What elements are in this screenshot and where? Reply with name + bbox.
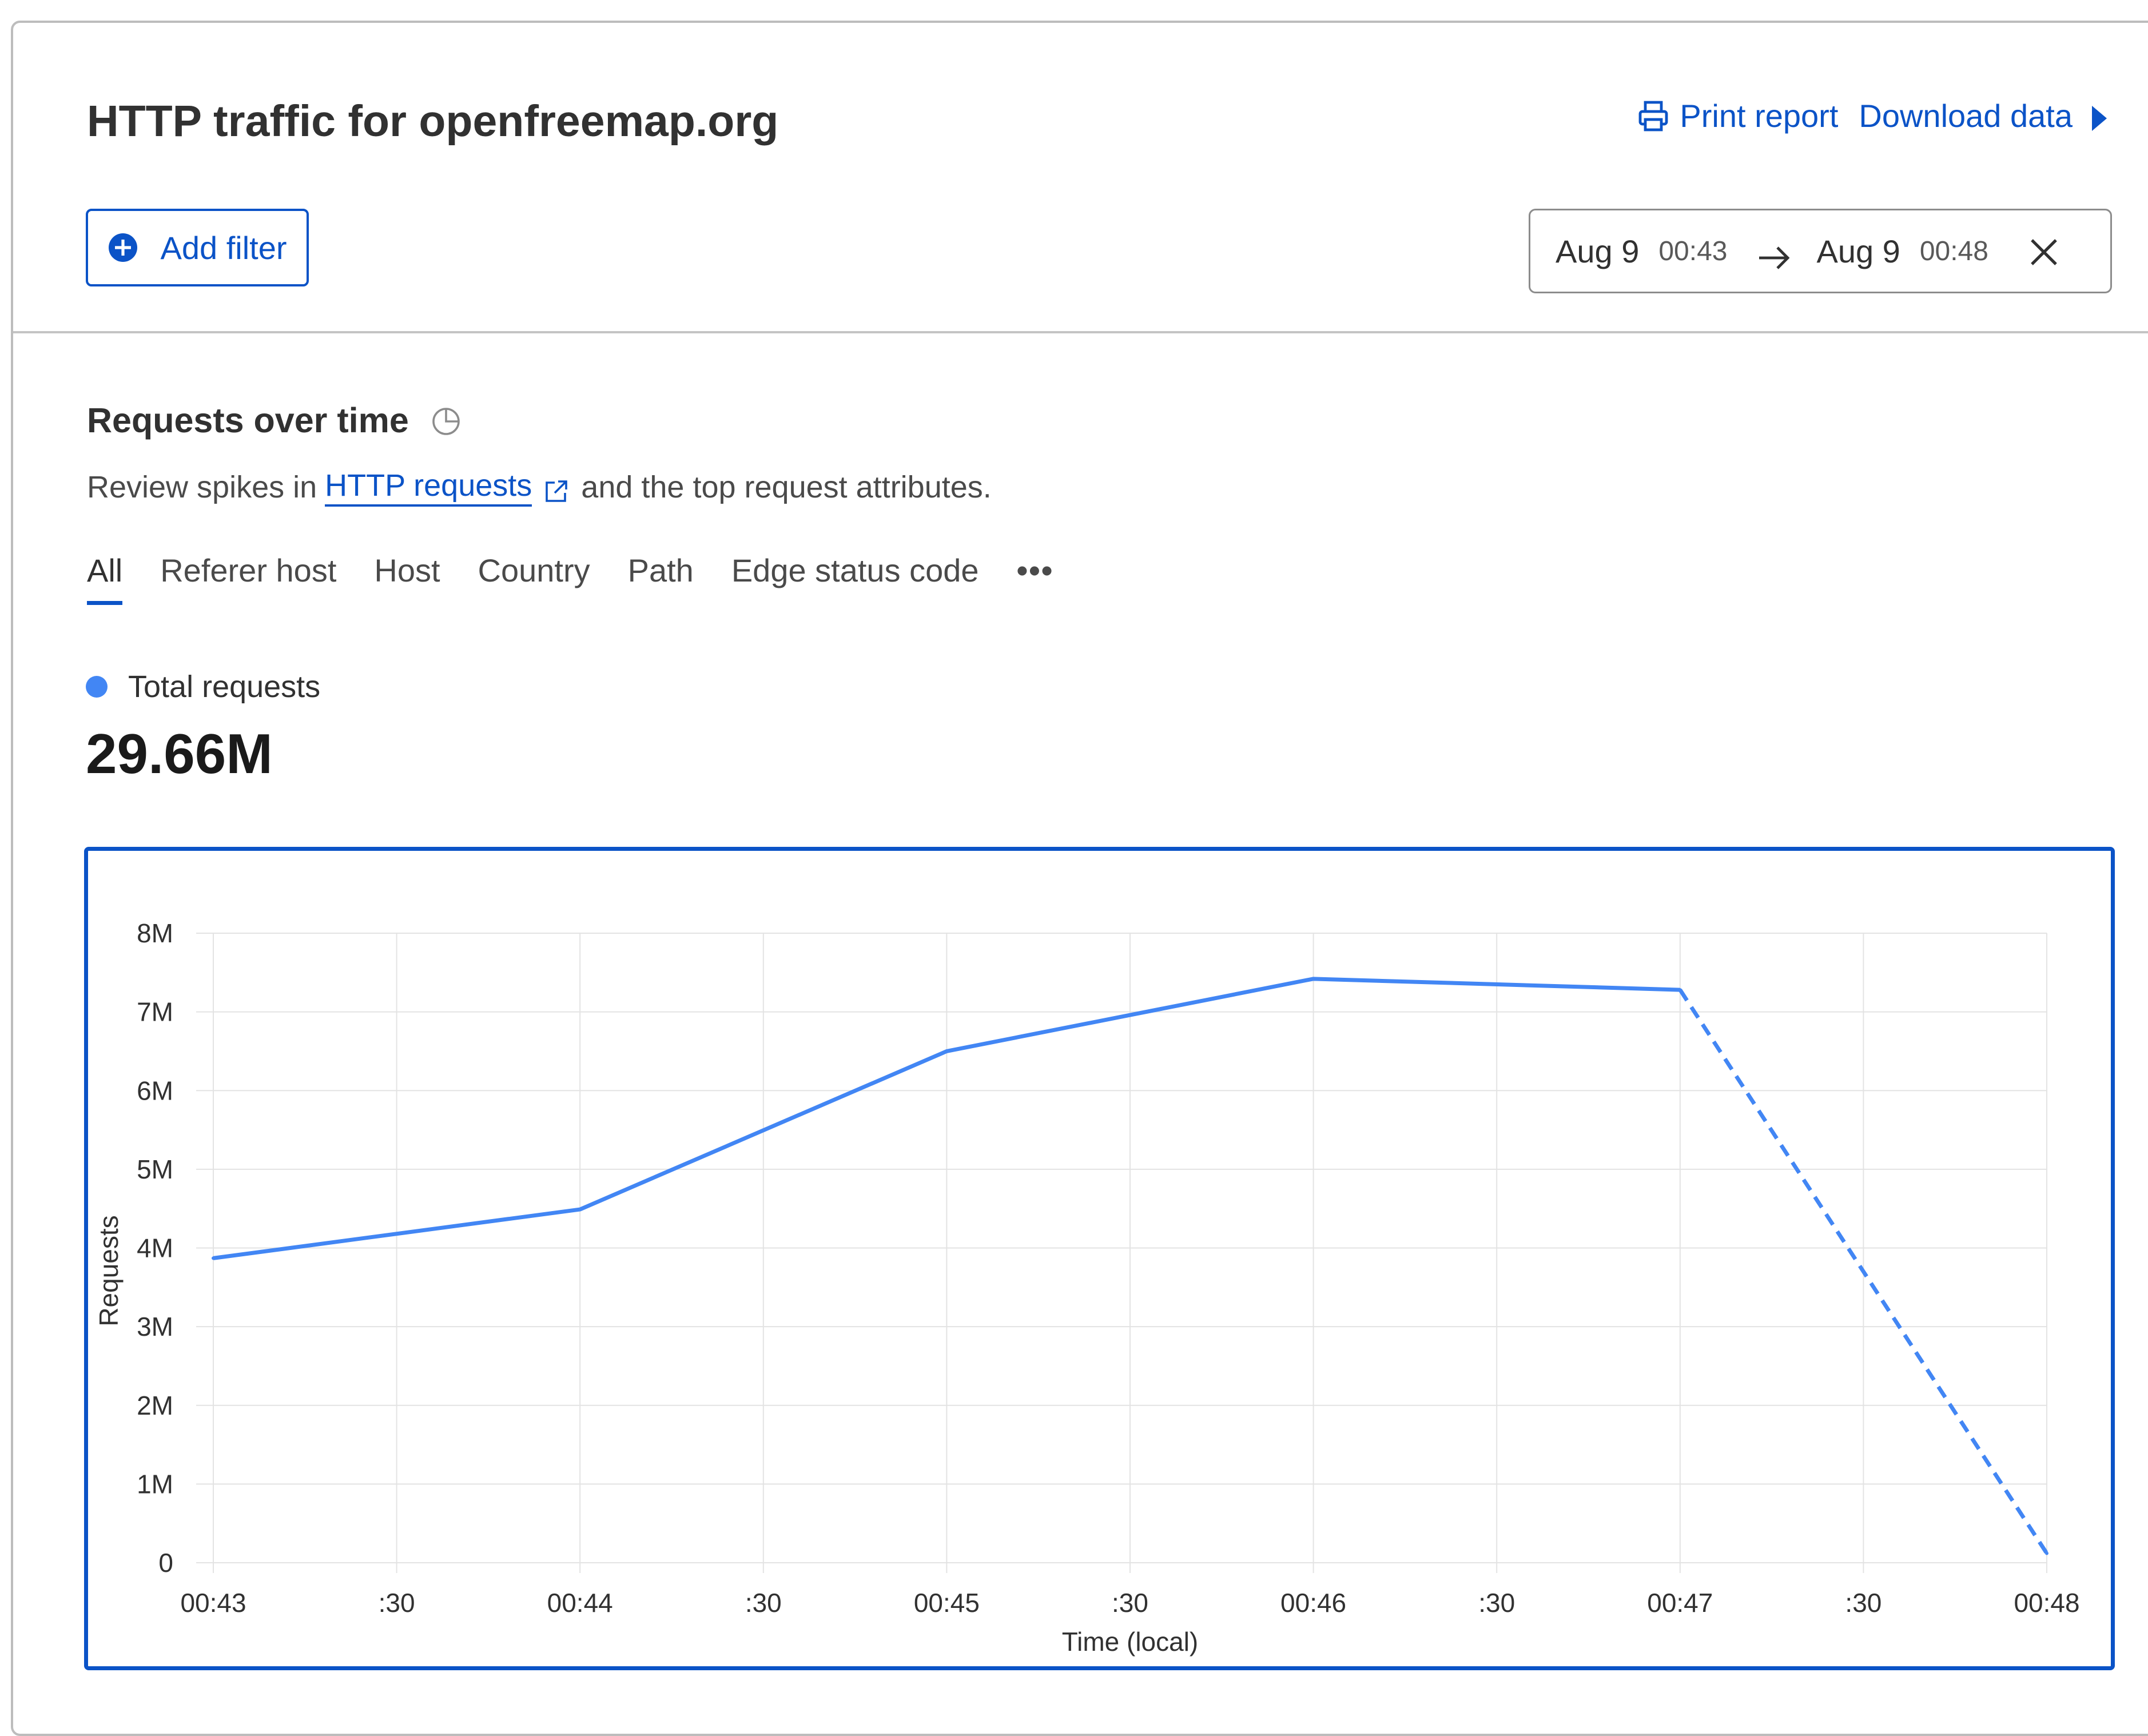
tab-all[interactable]: All — [87, 552, 123, 605]
caret-right-icon[interactable] — [2091, 102, 2108, 131]
y-tick-label: 2M — [137, 1391, 173, 1420]
description-suffix: and the top request attributes. — [581, 470, 992, 504]
tab-path[interactable]: Path — [627, 552, 694, 588]
tab-host[interactable]: Host — [374, 552, 440, 588]
description-prefix: Review spikes in — [87, 470, 317, 504]
tab-country[interactable]: Country — [478, 552, 590, 588]
printer-icon[interactable] — [1638, 100, 1668, 132]
x-tick-label: 00:43 — [180, 1588, 246, 1618]
data-point — [2045, 1551, 2048, 1555]
y-tick-label: 7M — [137, 997, 173, 1027]
header-divider — [13, 331, 2148, 333]
series-line-partial-interval — [1678, 989, 2048, 1555]
total-requests-value: 29.66M — [86, 722, 273, 785]
tab-referer-host[interactable]: Referer host — [160, 552, 337, 588]
legend-label: Total requests — [128, 670, 321, 704]
report-actions: Print report Download data — [1638, 97, 2108, 134]
data-point — [578, 1208, 582, 1212]
x-tick-label: :30 — [1112, 1588, 1148, 1618]
x-tick-label: :30 — [1845, 1588, 1882, 1618]
x-tick-label: 00:45 — [914, 1588, 980, 1618]
x-tick-label: 00:47 — [1647, 1588, 1713, 1618]
date-range-picker[interactable]: Aug 9 00:43 Aug 9 00:48 — [1529, 209, 2112, 293]
add-filter-label: Add filter — [160, 229, 287, 266]
close-icon[interactable] — [2030, 237, 2058, 265]
report-card — [11, 21, 2148, 1736]
chart-canvas: 0 1M 2M 3M 4M 5M 6M 7M 8M 00:43 :30 00:44 :30 00:45 :3… — [94, 918, 2080, 1657]
data-point — [945, 1049, 949, 1053]
add-filter-button[interactable]: Add filter — [86, 209, 309, 286]
plus-circle-icon — [108, 233, 138, 262]
end-time: 00:48 — [1919, 236, 1988, 266]
x-tick-label: 00:46 — [1280, 1588, 1346, 1618]
section-description: Review spikes in HTTP requests and the t… — [87, 468, 992, 507]
pie-chart-icon[interactable] — [431, 405, 462, 436]
more-tabs-menu[interactable]: ••• — [1016, 552, 1054, 588]
x-tick-label: 00:44 — [547, 1588, 613, 1618]
chart-legend: Total requests — [86, 669, 320, 704]
start-time: 00:43 — [1658, 236, 1728, 266]
y-tick-label: 5M — [137, 1154, 173, 1184]
start-date: Aug 9 — [1556, 233, 1640, 269]
x-tick-label: :30 — [745, 1588, 782, 1618]
data-point — [212, 1256, 215, 1260]
print-report-link[interactable]: Print report — [1680, 98, 1839, 134]
section-title: Requests over time — [87, 400, 462, 440]
x-tick-label: :30 — [1478, 1588, 1515, 1618]
download-data-link[interactable]: Download data — [1859, 98, 2073, 134]
arrow-right-icon — [1758, 240, 1790, 269]
http-requests-link[interactable]: HTTP requests — [325, 468, 532, 507]
page-title: HTTP traffic for openfreemap.org — [87, 97, 779, 146]
tab-edge-status-code[interactable]: Edge status code — [731, 552, 979, 588]
x-tick-label: :30 — [379, 1588, 415, 1618]
y-tick-label: 8M — [137, 918, 173, 948]
y-axis-label: Requests — [94, 1215, 124, 1326]
data-point — [1678, 988, 1682, 992]
y-tick-label: 6M — [137, 1076, 173, 1105]
y-tick-label: 3M — [137, 1312, 173, 1341]
section-title-text: Requests over time — [87, 401, 409, 440]
y-tick-label: 4M — [137, 1233, 173, 1263]
x-axis-label: Time (local) — [1062, 1627, 1199, 1657]
y-tick-label: 0 — [158, 1548, 173, 1578]
end-date: Aug 9 — [1816, 233, 1900, 269]
data-point — [1311, 977, 1315, 981]
legend-dot — [86, 676, 108, 698]
y-tick-label: 1M — [137, 1469, 173, 1499]
x-tick-label: 00:48 — [2014, 1588, 2079, 1618]
tab-bar: All Referer host Host Country Path Edge … — [87, 552, 1091, 605]
requests-chart[interactable]: 0 1M 2M 3M 4M 5M 6M 7M 8M 00:43 :30 00:44 :30 00:45 :3… — [84, 847, 2115, 1670]
external-link-icon[interactable] — [544, 475, 568, 502]
